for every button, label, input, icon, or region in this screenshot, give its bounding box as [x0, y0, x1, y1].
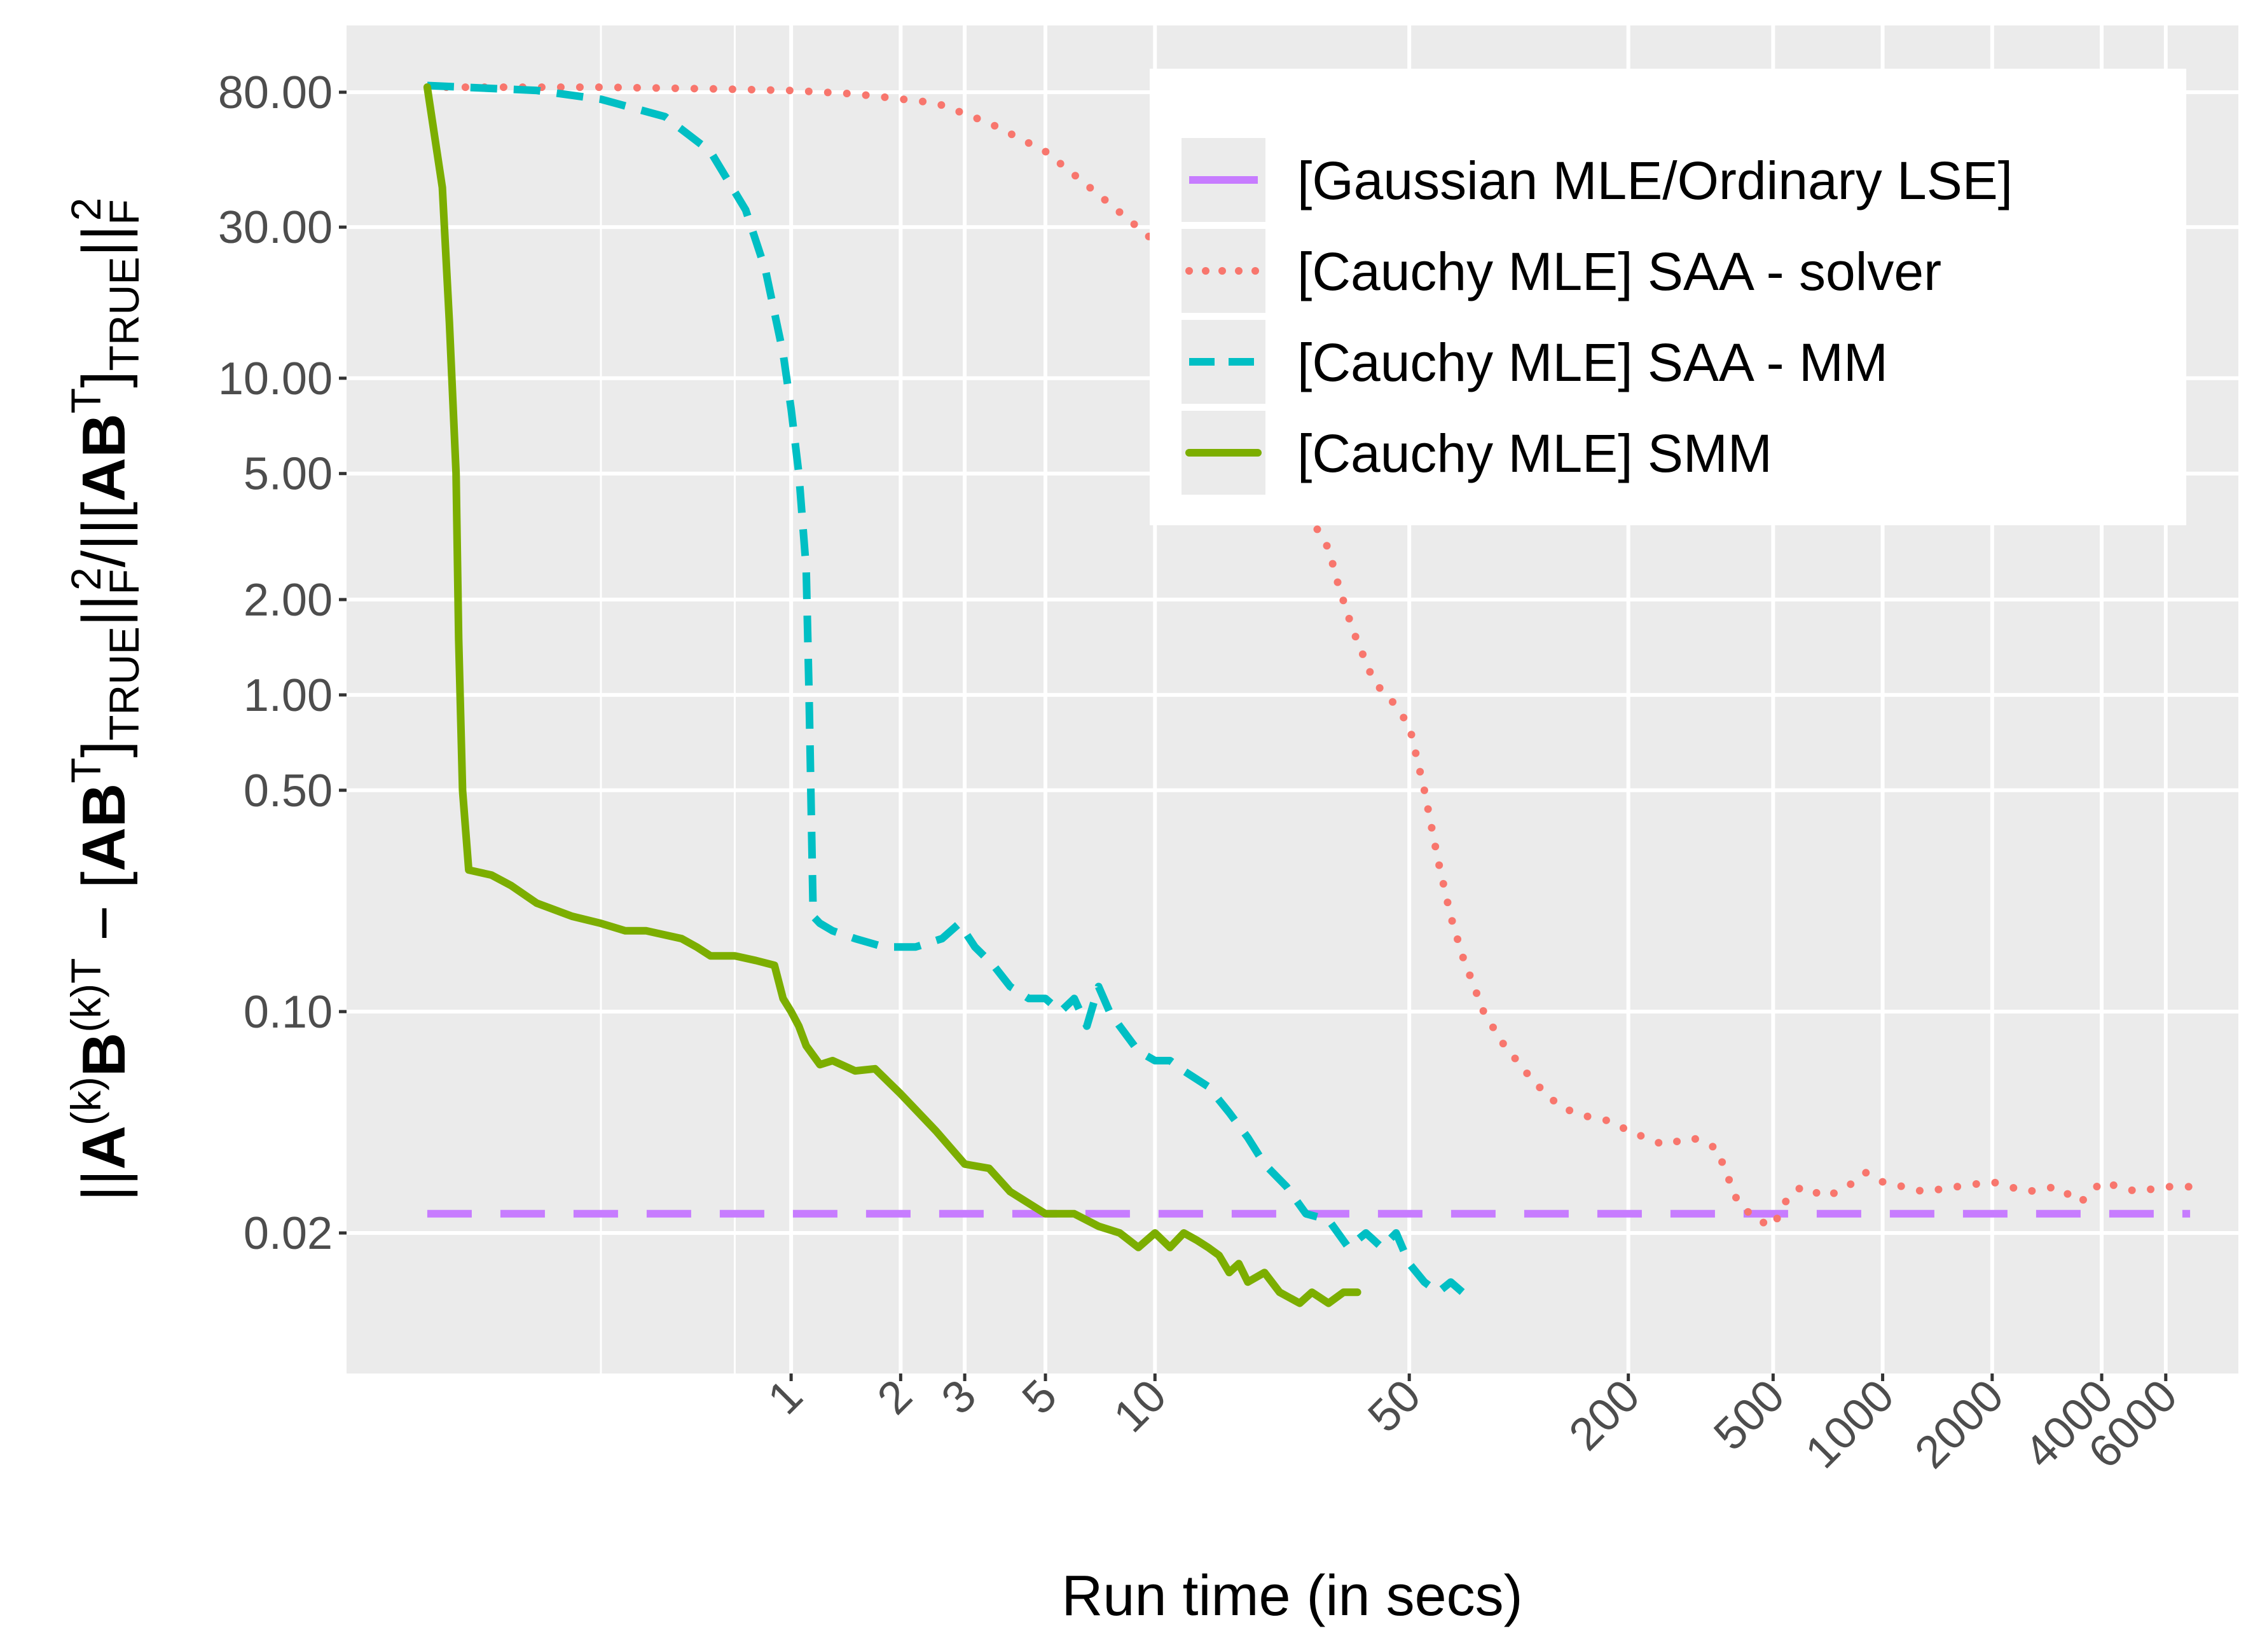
series-line-2	[427, 81, 1476, 1297]
x-axis-title: Run time (in secs)	[1061, 1564, 1522, 1628]
y-tick-label: 5.00	[244, 449, 333, 500]
legend-label: [Cauchy MLE] SMM	[1297, 423, 1772, 483]
x-tick-label: 5	[1012, 1370, 1066, 1424]
y-tick-label: 1.00	[244, 670, 333, 721]
legend-label: [Cauchy MLE] SAA - solver	[1297, 242, 1941, 301]
x-tick-label: 2000	[1905, 1370, 2013, 1478]
x-tick-label: 50	[1358, 1370, 1430, 1442]
y-tick-label: 0.02	[244, 1208, 333, 1259]
x-tick-label: 1000	[1796, 1370, 1904, 1478]
legend: [Gaussian MLE/Ordinary LSE] [Cauchy MLE] …	[1150, 69, 2186, 525]
series-layer	[423, 81, 2194, 1307]
x-tick-label: 3	[932, 1370, 986, 1424]
y-tick-label: 10.00	[218, 354, 333, 404]
y-axis-title: ||A(k)B(k)T − [ABT]TRUE||F2/||[ABT]TRUE|…	[62, 198, 148, 1202]
x-tick-label: 1	[759, 1370, 813, 1424]
x-tick-label: 500	[1704, 1370, 1795, 1461]
legend-items: [Gaussian MLE/Ordinary LSE] [Cauchy MLE] …	[1182, 138, 2013, 495]
series-line-3	[423, 83, 1361, 1307]
grid-minor-lines	[600, 25, 736, 1373]
x-tick-label: 2	[868, 1370, 922, 1424]
legend-box	[1150, 69, 2186, 525]
y-axis: 0.02 0.10 0.50 1.00 2.00 5.00 10.00 30.00 80.00	[218, 67, 347, 1259]
y-tick-label: 80.00	[218, 67, 333, 118]
y-tick-label: 0.10	[244, 987, 333, 1038]
y-tick-label: 30.00	[218, 202, 333, 253]
x-tick-label: 200	[1559, 1370, 1650, 1461]
y-tick-label: 0.50	[244, 766, 333, 816]
legend-label: [Cauchy MLE] SAA - MM	[1297, 333, 1888, 392]
legend-label: [Gaussian MLE/Ordinary LSE]	[1297, 151, 2013, 210]
x-tick-label: 10	[1104, 1370, 1176, 1442]
y-tick-label: 2.00	[244, 575, 333, 626]
